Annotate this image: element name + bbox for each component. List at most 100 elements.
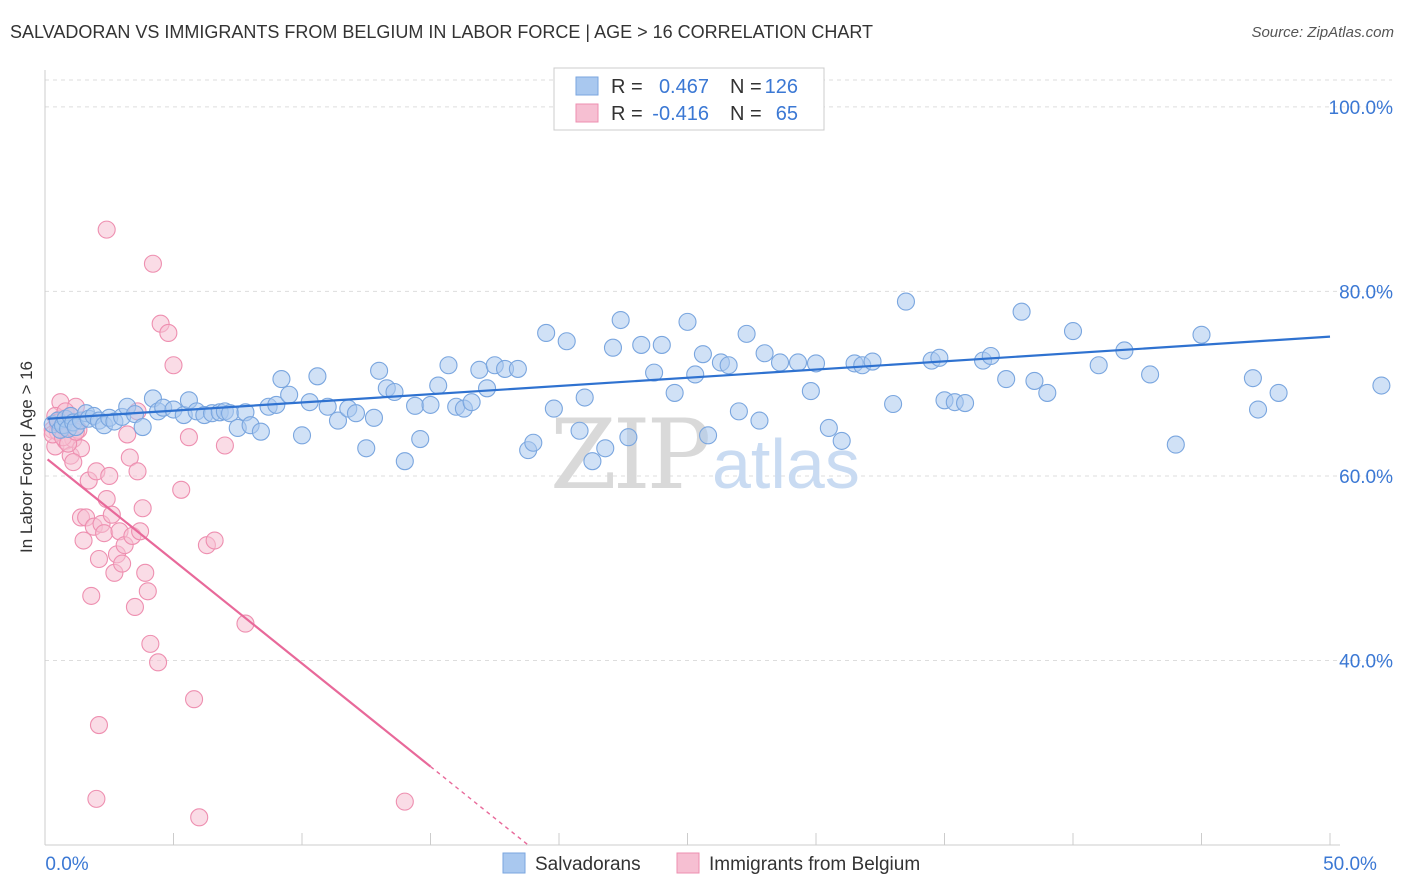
- belgium-point: [179, 428, 198, 447]
- y-tick-label: 80.0%: [1339, 282, 1393, 303]
- salvadoran-point: [575, 388, 594, 407]
- salvadoran-point: [997, 370, 1016, 389]
- salvadoran-point: [1012, 302, 1031, 321]
- salvadoran-point: [477, 379, 497, 398]
- legend-r-value-2: -0.416: [652, 103, 709, 125]
- watermark-zip: ZIP: [550, 399, 709, 511]
- salvadoran-point: [429, 376, 448, 395]
- salvadoran-point: [729, 402, 748, 421]
- belgium-point: [97, 489, 116, 509]
- salvadoran-point: [470, 360, 489, 379]
- chart-source: Source: ZipAtlas.com: [1251, 24, 1394, 41]
- series-immigrants-from-belgium: [43, 220, 414, 827]
- bottom-legend-salvadorans: Salvadorans: [535, 854, 641, 875]
- stats-legend: R = 0.467 N = 126 R = -0.416 N = 65: [553, 67, 825, 131]
- salvadoran-point: [280, 385, 299, 404]
- salvadoran-point: [896, 292, 916, 311]
- salvadoran-point: [665, 383, 684, 402]
- legend-n-value-1: 126: [765, 76, 798, 98]
- salvadoran-point: [956, 394, 975, 413]
- belgium-point: [120, 448, 139, 467]
- belgium-point: [131, 522, 150, 541]
- salvadoran-point: [462, 393, 481, 412]
- belgium-point: [87, 789, 106, 808]
- belgium-point: [190, 808, 209, 827]
- belgium-point: [125, 597, 144, 617]
- bottom-legend-swatch-salvadorans: [502, 852, 526, 874]
- salvadoran-point: [251, 422, 270, 441]
- salvadoran-point: [652, 335, 671, 354]
- salvadoran-point: [884, 394, 903, 414]
- belgium-point: [159, 323, 178, 342]
- salvadoran-point: [411, 429, 430, 449]
- salvadoran-point: [755, 344, 774, 363]
- y-tick-label: 40.0%: [1339, 651, 1393, 672]
- belgium-point: [133, 499, 152, 518]
- belgium-point: [82, 586, 101, 605]
- salvadoran-point: [537, 323, 556, 342]
- salvadoran-point: [750, 411, 769, 430]
- salvadoran-point: [806, 354, 826, 373]
- chart-title: SALVADORAN VS IMMIGRANTS FROM BELGIUM IN…: [10, 22, 873, 42]
- salvadoran-point: [421, 395, 440, 414]
- belgium-point: [102, 505, 121, 524]
- salvadoran-point: [508, 359, 527, 378]
- belgium-point: [95, 524, 114, 543]
- salvadoran-point: [719, 356, 738, 375]
- belgium-point: [138, 582, 157, 601]
- belgium-point: [149, 653, 168, 672]
- belgium-point: [141, 634, 160, 653]
- belgium-point: [136, 563, 155, 582]
- salvadoran-point: [832, 431, 851, 450]
- legend-r-value-1: 0.467: [659, 76, 709, 98]
- belgium-point: [118, 425, 137, 444]
- salvadoran-point: [364, 408, 384, 427]
- salvadoran-point: [557, 332, 576, 351]
- salvadoran-point: [603, 338, 623, 357]
- salvadoran-point: [693, 345, 712, 364]
- salvadoran-point: [570, 421, 589, 440]
- belgium-point: [64, 453, 83, 472]
- salvadoran-point: [1141, 365, 1160, 384]
- salvadoran-point: [1063, 322, 1083, 341]
- legend-r-label-1: R =: [611, 76, 643, 98]
- belgium-point: [89, 549, 109, 569]
- salvadoran-point: [819, 418, 838, 438]
- salvadoran-point: [686, 365, 705, 384]
- belgium-point: [128, 462, 147, 481]
- salvadoran-point: [770, 353, 790, 372]
- trend-line-blue: [47, 335, 1331, 420]
- salvadoran-point: [1269, 383, 1288, 402]
- trend-line-dashed-pink: [430, 766, 529, 846]
- salvadoran-point: [272, 370, 291, 389]
- salvadoran-point: [395, 452, 414, 471]
- salvadoran-point: [645, 363, 664, 382]
- salvadoran-point: [632, 335, 651, 354]
- salvadoran-point: [1372, 376, 1391, 395]
- belgium-point: [97, 220, 116, 239]
- legend-n-label-2: N =: [730, 103, 762, 125]
- salvadoran-point: [1166, 435, 1185, 454]
- salvadoran-point: [737, 324, 756, 343]
- y-tick-label: 60.0%: [1339, 467, 1393, 488]
- belgium-point: [172, 480, 191, 499]
- salvadoran-point: [678, 312, 697, 331]
- belgium-point: [205, 531, 224, 550]
- salvadoran-point: [439, 356, 458, 375]
- salvadoran-point: [596, 439, 615, 458]
- salvadoran-point: [1089, 356, 1108, 375]
- y-tick-labels: 100.0% 80.0% 60.0% 40.0%: [1329, 98, 1394, 673]
- salvadoran-point: [1248, 400, 1268, 419]
- salvadoran-point: [981, 346, 1000, 366]
- belgium-point: [100, 466, 119, 486]
- salvadoran-point: [133, 418, 152, 437]
- trend-line-pink: [46, 458, 432, 768]
- salvadoran-point: [788, 353, 808, 372]
- salvadoran-point: [619, 428, 638, 447]
- belgium-point: [185, 690, 204, 709]
- salvadoran-point: [583, 452, 602, 471]
- y-axis-label: In Labor Force | Age > 16: [17, 361, 36, 553]
- salvadoran-point: [357, 439, 376, 458]
- salvadoran-point: [544, 399, 563, 418]
